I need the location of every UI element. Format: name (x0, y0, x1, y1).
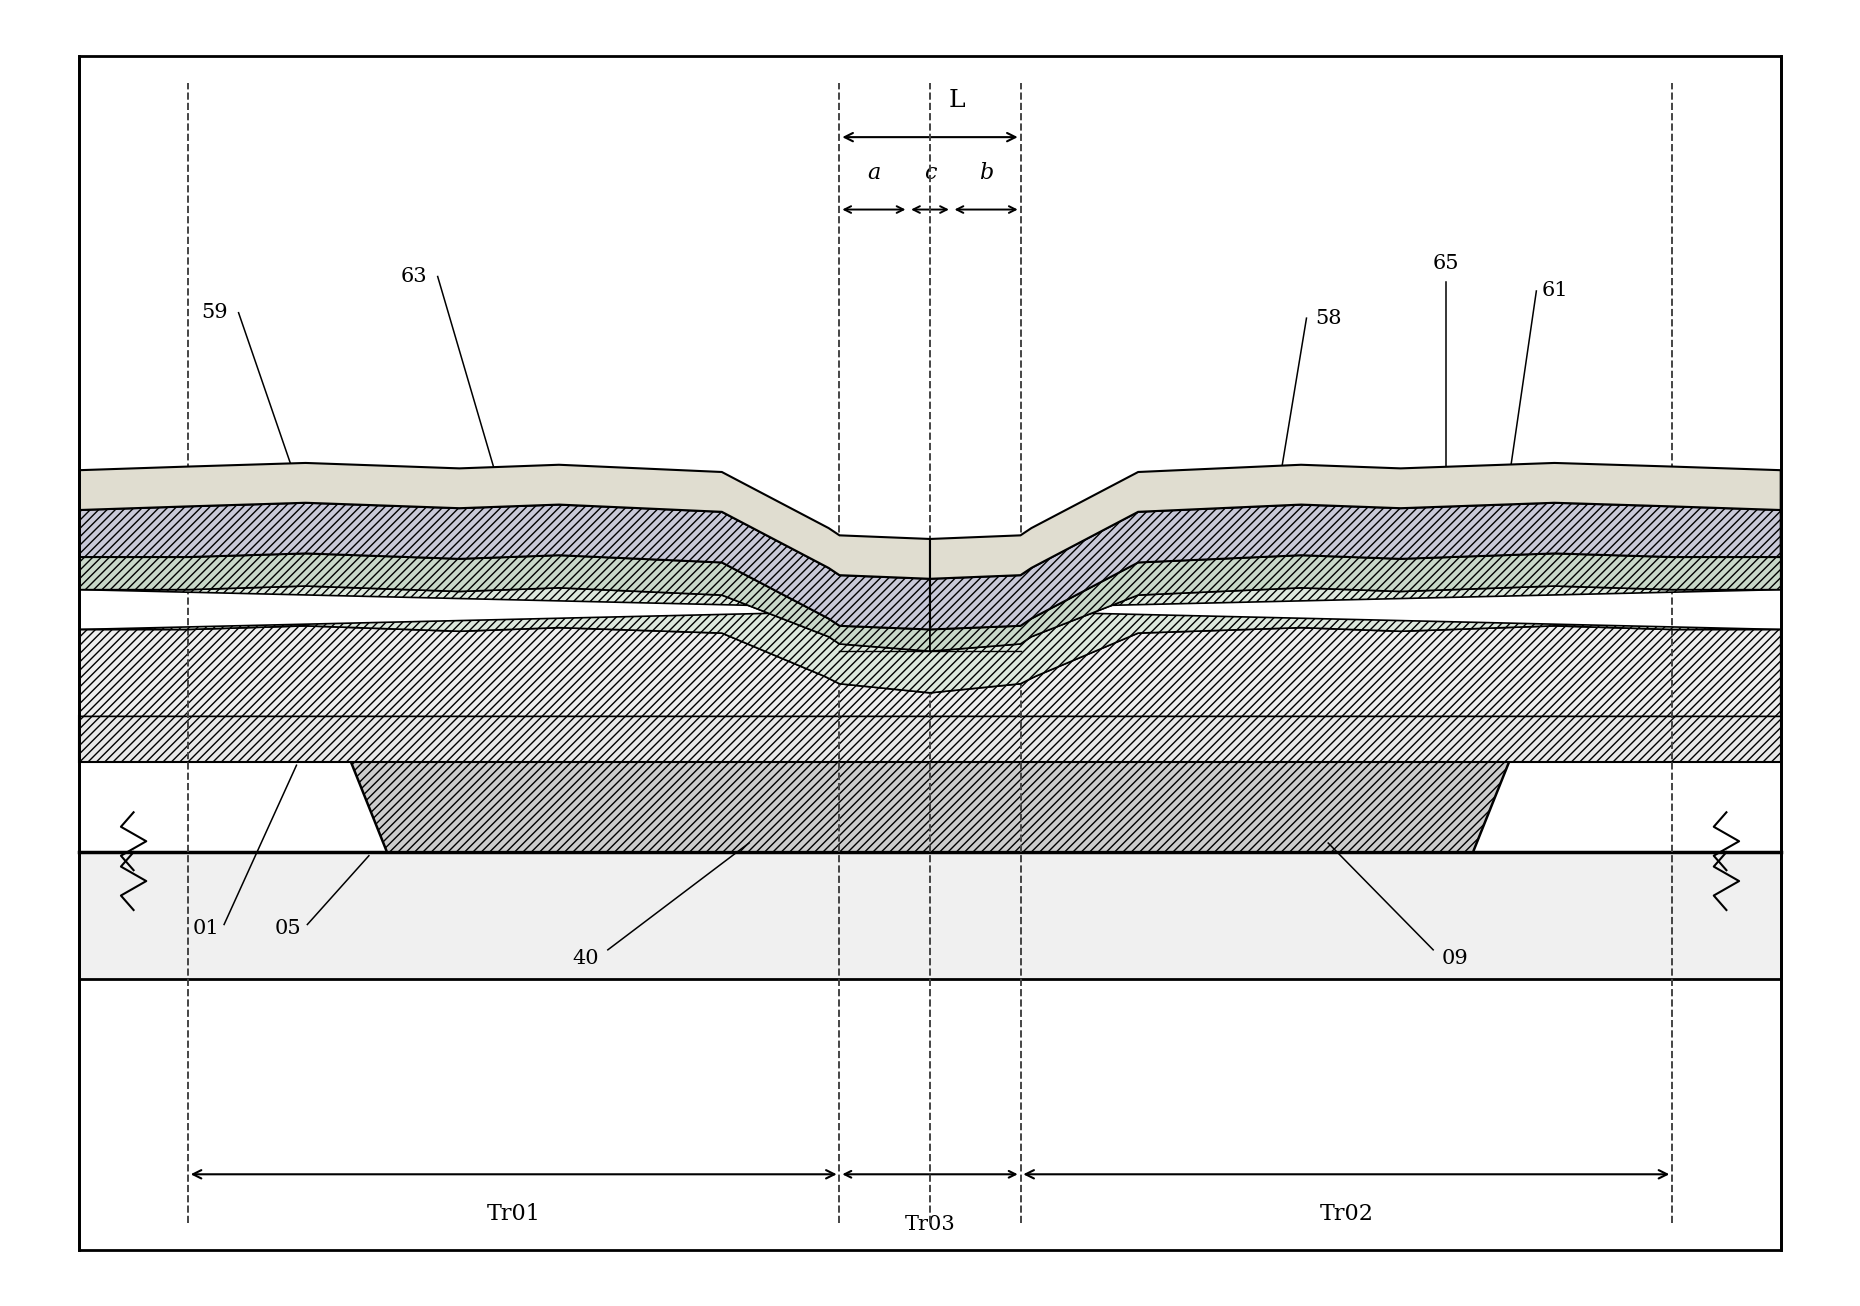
Text: 55: 55 (999, 588, 1025, 606)
Text: 40: 40 (573, 949, 599, 968)
Polygon shape (930, 503, 1780, 629)
Text: 51b: 51b (1004, 606, 1043, 624)
Polygon shape (930, 462, 1780, 579)
Text: Tr01: Tr01 (487, 1203, 541, 1225)
Text: 58: 58 (1315, 308, 1341, 328)
Polygon shape (930, 554, 1780, 652)
Text: 61: 61 (1542, 281, 1568, 300)
Text: a: a (867, 162, 880, 184)
Text: 63: 63 (400, 266, 428, 286)
Polygon shape (80, 852, 1780, 978)
Polygon shape (80, 626, 1780, 717)
Text: 05: 05 (273, 918, 301, 938)
Polygon shape (80, 717, 1780, 761)
Text: c: c (924, 162, 936, 184)
Polygon shape (80, 554, 930, 652)
Text: 65: 65 (1432, 255, 1458, 273)
Text: 51a: 51a (748, 588, 787, 606)
Text: 01: 01 (193, 918, 219, 938)
Text: b: b (978, 162, 993, 184)
Text: 09: 09 (1442, 949, 1468, 968)
Text: 59: 59 (201, 303, 229, 323)
Polygon shape (80, 462, 930, 579)
Polygon shape (352, 761, 1508, 852)
Text: Tr02: Tr02 (1319, 1203, 1373, 1225)
Text: L: L (949, 89, 965, 112)
Text: Tr03: Tr03 (904, 1216, 956, 1234)
Polygon shape (80, 503, 930, 629)
Polygon shape (80, 586, 1780, 692)
